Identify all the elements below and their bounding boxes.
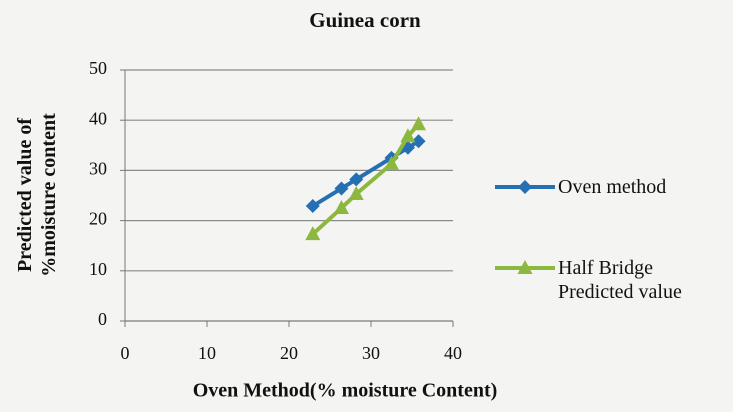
point	[305, 199, 320, 214]
x-axis-label: Oven Method(% moisture Content)	[193, 380, 498, 402]
y-tick-label: 10	[89, 259, 107, 279]
legend-label: Half Bridge Predicted value	[558, 257, 682, 303]
legend-marker	[518, 180, 532, 194]
y-tick-label: 40	[89, 108, 107, 128]
point	[411, 116, 427, 131]
chart-title: Guinea corn	[309, 8, 421, 32]
point	[334, 181, 349, 196]
x-tick-label: 20	[280, 343, 298, 363]
legend-label: Oven method	[558, 176, 667, 198]
y-tick-label: 30	[89, 159, 107, 179]
series-line	[311, 139, 420, 208]
y-tick-label: 50	[89, 58, 107, 78]
legend-marker	[517, 260, 533, 274]
point	[411, 134, 426, 149]
y-tick-label: 0	[98, 309, 107, 329]
point	[349, 172, 364, 187]
point	[333, 200, 349, 215]
point	[305, 226, 321, 241]
x-tick-label: 10	[198, 343, 216, 363]
point	[384, 155, 399, 170]
x-tick-label: 30	[362, 343, 380, 363]
y-axis-label: Predicted value of %moisture content	[14, 113, 60, 277]
y-tick-label: 20	[89, 209, 107, 229]
x-tick-label: 40	[444, 343, 462, 363]
point	[400, 128, 416, 143]
point	[348, 185, 364, 200]
x-tick-label: 0	[121, 343, 130, 363]
